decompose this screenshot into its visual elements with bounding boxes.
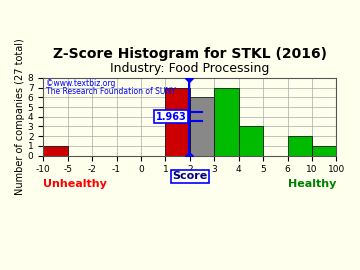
Bar (165, 87, 190, 156)
Bar (288, 136, 312, 156)
Bar (312, 146, 336, 156)
Text: Score: Score (172, 171, 207, 181)
Bar (190, 97, 214, 156)
Bar (239, 126, 263, 156)
Text: Industry: Food Processing: Industry: Food Processing (110, 62, 270, 75)
Text: Healthy: Healthy (288, 179, 336, 189)
Title: Z-Score Histogram for STKL (2016): Z-Score Histogram for STKL (2016) (53, 48, 327, 61)
Text: Unhealthy: Unhealthy (43, 179, 107, 189)
Text: 1.963: 1.963 (156, 112, 186, 122)
Bar (214, 87, 239, 156)
Text: ©www.textbiz.org: ©www.textbiz.org (46, 79, 116, 88)
Bar (43, 146, 68, 156)
Text: The Research Foundation of SUNY: The Research Foundation of SUNY (46, 87, 176, 96)
Y-axis label: Number of companies (27 total): Number of companies (27 total) (15, 38, 25, 195)
